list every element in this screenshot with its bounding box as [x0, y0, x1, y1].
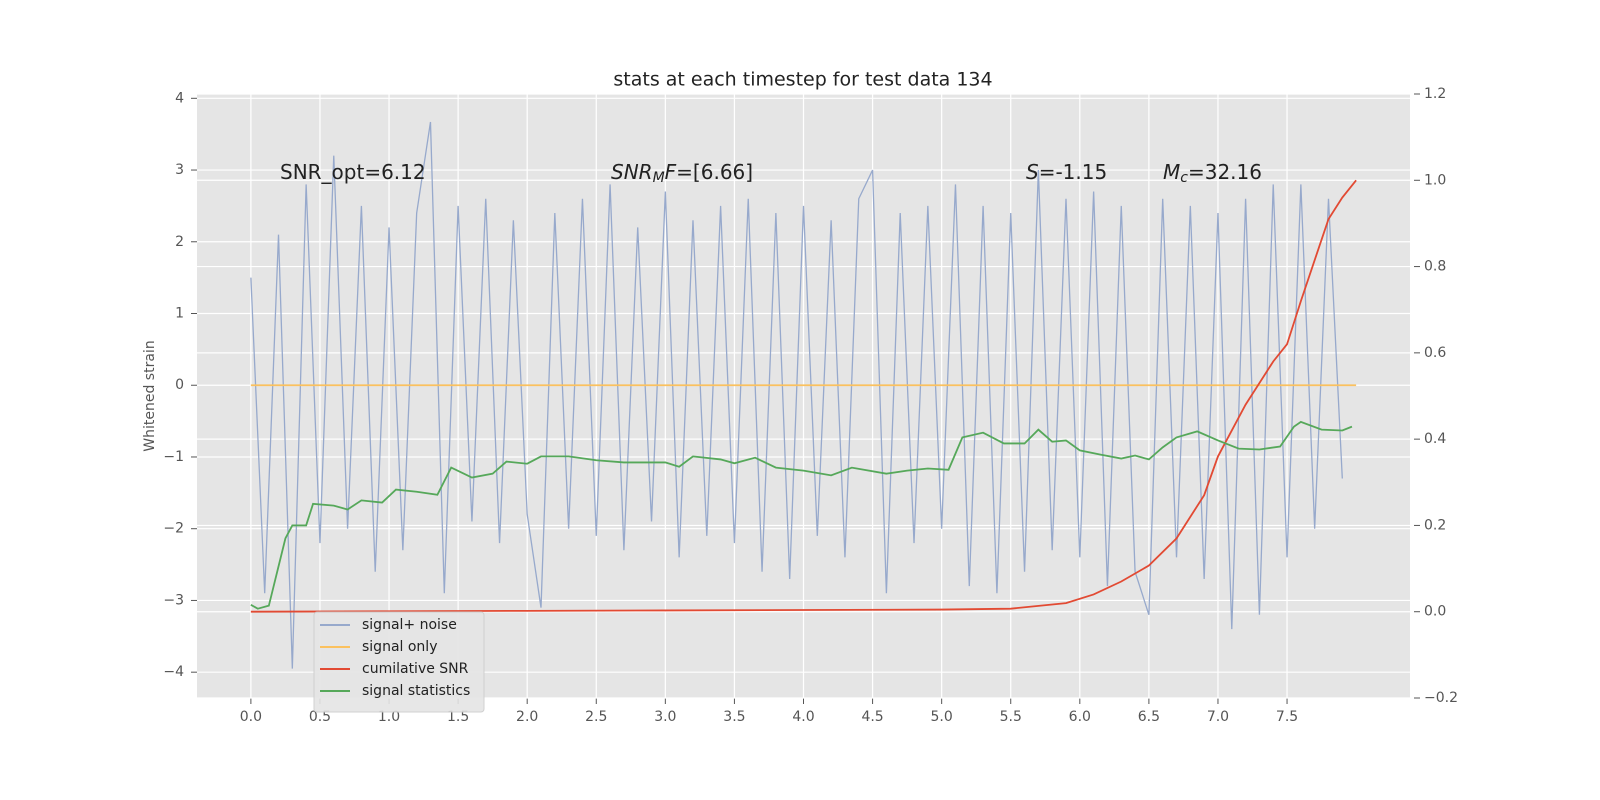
x-tick-label: 5.5 — [1000, 709, 1022, 725]
x-tick-label: 6.5 — [1138, 709, 1160, 725]
y2-tick-label: 0.2 — [1424, 517, 1446, 533]
annotation-part: c — [1180, 170, 1188, 186]
x-tick-label: 1.0 — [378, 709, 400, 725]
y-tick-label: 1 — [175, 306, 184, 322]
y-tick-label: 2 — [175, 234, 184, 250]
annotation-part: =-1.15 — [1039, 160, 1108, 184]
annotation-part: SNR — [611, 160, 653, 184]
x-tick-label: 5.0 — [931, 709, 953, 725]
y-tick-label: 0 — [175, 377, 184, 393]
y-tick-label: −1 — [163, 449, 184, 465]
annotation: SNR_opt=6.12 — [280, 160, 426, 184]
x-tick-label: 4.0 — [792, 709, 814, 725]
series-line — [250, 121, 1343, 669]
annotation: S=-1.15 — [1026, 160, 1107, 184]
y-tick-label: −2 — [163, 521, 184, 537]
series-line — [250, 420, 1353, 610]
y2-tick-label: 1.0 — [1424, 172, 1446, 188]
x-tick-label: 6.0 — [1069, 709, 1091, 725]
chart-title: stats at each timestep for test data 134 — [613, 69, 992, 91]
legend-box — [313, 611, 485, 713]
annotation-part: SNR_opt=6.12 — [280, 160, 426, 184]
x-tick-label: 0.0 — [240, 709, 262, 725]
annotation: SNRMF=[6.66] — [611, 160, 753, 187]
annotation-part: M — [653, 170, 665, 186]
y2-tick-label: −0.2 — [1424, 690, 1458, 706]
x-tick-label: 3.0 — [654, 709, 676, 725]
y2-tick-label: 0.0 — [1424, 604, 1446, 620]
legend-label: signal+ noise — [362, 617, 457, 633]
y2-tick-label: 0.6 — [1424, 345, 1446, 361]
legend-label: signal statistics — [362, 683, 470, 699]
annotation-part: M — [1163, 160, 1180, 184]
x-tick-label: 2.5 — [585, 709, 607, 725]
x-tick-label: 7.0 — [1207, 709, 1229, 725]
x-tick-label: 4.5 — [861, 709, 883, 725]
y-tick-label: −4 — [163, 664, 184, 680]
annotation-part: F — [665, 160, 677, 184]
y-tick-label: 4 — [175, 90, 184, 106]
x-tick-label: 2.0 — [516, 709, 538, 725]
x-tick-label: 0.5 — [309, 709, 331, 725]
y2-tick-label: 0.8 — [1424, 259, 1446, 275]
legend-label: signal only — [362, 639, 437, 655]
y2-tick-label: 1.2 — [1424, 86, 1446, 102]
y2-tick-label: 0.4 — [1424, 431, 1446, 447]
annotation: Mc=32.16 — [1163, 160, 1262, 187]
x-tick-label: 3.5 — [723, 709, 745, 725]
annotation-part: =[6.66] — [676, 160, 753, 184]
series-line — [250, 179, 1357, 613]
y-axis-label: Whitened strain — [142, 340, 158, 451]
annotation-part: =32.16 — [1188, 160, 1262, 184]
legend-label: cumilative SNR — [362, 661, 469, 677]
annotation-part: S — [1026, 160, 1039, 184]
y-tick-label: 3 — [175, 162, 184, 178]
x-tick-label: 7.5 — [1276, 709, 1298, 725]
y-tick-label: −3 — [163, 592, 184, 608]
x-tick-label: 1.5 — [447, 709, 469, 725]
